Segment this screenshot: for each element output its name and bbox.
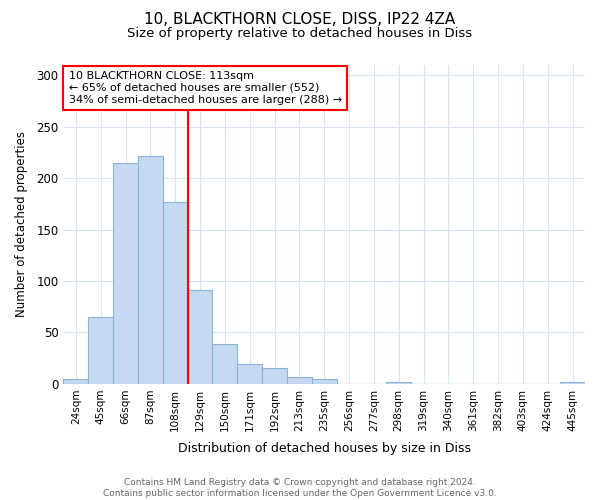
Bar bbox=[64, 379, 88, 384]
Bar bbox=[163, 202, 188, 384]
Bar bbox=[212, 344, 237, 384]
Bar bbox=[262, 368, 287, 384]
Bar bbox=[386, 382, 411, 384]
Bar bbox=[113, 162, 138, 384]
Bar bbox=[237, 364, 262, 384]
Text: Size of property relative to detached houses in Diss: Size of property relative to detached ho… bbox=[127, 28, 473, 40]
Y-axis label: Number of detached properties: Number of detached properties bbox=[15, 132, 28, 318]
Bar bbox=[287, 376, 312, 384]
Bar bbox=[560, 382, 585, 384]
Text: 10, BLACKTHORN CLOSE, DISS, IP22 4ZA: 10, BLACKTHORN CLOSE, DISS, IP22 4ZA bbox=[145, 12, 455, 28]
Text: 10 BLACKTHORN CLOSE: 113sqm
← 65% of detached houses are smaller (552)
34% of se: 10 BLACKTHORN CLOSE: 113sqm ← 65% of det… bbox=[68, 72, 342, 104]
X-axis label: Distribution of detached houses by size in Diss: Distribution of detached houses by size … bbox=[178, 442, 471, 455]
Text: Contains HM Land Registry data © Crown copyright and database right 2024.
Contai: Contains HM Land Registry data © Crown c… bbox=[103, 478, 497, 498]
Bar bbox=[188, 290, 212, 384]
Bar bbox=[312, 379, 337, 384]
Bar bbox=[88, 317, 113, 384]
Bar bbox=[138, 156, 163, 384]
